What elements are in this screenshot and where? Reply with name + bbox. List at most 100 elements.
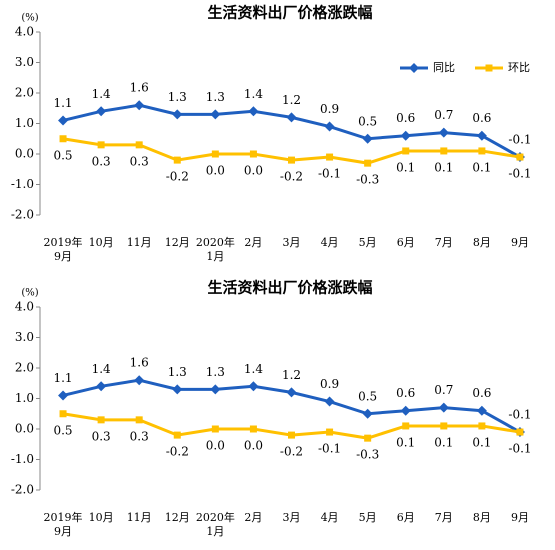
y-tick-label: 2.0	[15, 86, 34, 100]
data-label: 0.0	[244, 439, 263, 453]
marker	[286, 112, 297, 123]
marker	[326, 153, 334, 161]
chart-title: 生活资料出厂价格涨跌幅	[207, 279, 372, 297]
marker	[516, 428, 524, 436]
data-label: 0.5	[53, 148, 72, 162]
data-label: 0.9	[320, 377, 339, 391]
data-label: 1.1	[53, 96, 72, 110]
y-tick-label: 4.0	[15, 300, 34, 314]
x-tick-label: 7月	[434, 511, 453, 524]
x-tick-label: 8月	[472, 511, 491, 524]
marker	[211, 150, 219, 158]
data-label: 1.2	[282, 93, 301, 107]
marker	[173, 431, 181, 439]
marker	[362, 133, 373, 144]
data-label: 0.5	[358, 389, 377, 403]
data-label: 0.1	[396, 435, 415, 449]
y-tick-label: -2.0	[11, 208, 34, 222]
marker	[134, 100, 145, 111]
y-tick-label: 3.0	[15, 55, 34, 69]
marker	[97, 416, 105, 424]
x-tick-label: 4月	[320, 511, 339, 524]
marker	[362, 408, 373, 419]
data-label: 1.4	[92, 87, 111, 101]
marker	[326, 428, 334, 436]
y-tick-label: -2.0	[11, 483, 34, 497]
data-label: 0.0	[206, 164, 225, 178]
marker	[400, 130, 411, 141]
x-tick-label: 9月	[510, 236, 529, 249]
data-label: 0.3	[92, 154, 111, 168]
marker	[172, 384, 183, 395]
marker	[364, 159, 372, 167]
y-tick-label: 2.0	[15, 361, 34, 375]
x-tick-label: 11月	[126, 511, 152, 524]
marker	[478, 147, 486, 155]
marker	[211, 425, 219, 433]
data-label: -0.1	[508, 408, 531, 422]
marker	[249, 425, 257, 433]
data-label: 0.7	[434, 383, 453, 397]
data-label: 0.6	[472, 111, 491, 125]
marker	[134, 375, 145, 386]
data-label: 0.7	[434, 108, 453, 122]
x-tick-label: 2020年 1月	[195, 236, 235, 263]
marker	[400, 405, 411, 416]
data-label: 1.6	[130, 356, 149, 370]
marker	[59, 410, 67, 418]
data-label: -0.1	[508, 167, 531, 181]
y-tick-label: 3.0	[15, 330, 34, 344]
x-tick-label: 12月	[164, 511, 190, 524]
marker	[476, 130, 487, 141]
marker	[324, 396, 335, 407]
marker	[248, 381, 259, 392]
data-label: 0.1	[434, 435, 453, 449]
x-tick-label: 12月	[164, 236, 190, 249]
legend-label: 同比	[433, 61, 455, 74]
x-tick-label: 2019年 9月	[43, 236, 83, 263]
marker	[172, 109, 183, 120]
data-label: 0.3	[130, 154, 149, 168]
x-tick-label: 8月	[472, 236, 491, 249]
data-label: 0.3	[92, 429, 111, 443]
y-axis-unit: (%)	[21, 13, 38, 24]
marker	[59, 135, 67, 143]
data-label: -0.1	[318, 167, 341, 181]
data-label: 1.4	[244, 87, 263, 101]
marker	[96, 106, 107, 117]
marker	[364, 434, 372, 442]
x-tick-label: 10月	[88, 511, 114, 524]
marker	[96, 381, 107, 392]
data-label: -0.2	[166, 170, 189, 184]
data-label: 0.6	[396, 111, 415, 125]
x-tick-label: 6月	[396, 236, 415, 249]
marker	[516, 153, 524, 161]
data-label: 1.3	[168, 365, 187, 379]
y-axis-unit: (%)	[21, 288, 38, 299]
data-label: -0.1	[318, 442, 341, 456]
data-label: 0.1	[472, 435, 491, 449]
x-tick-label: 9月	[510, 511, 529, 524]
data-label: 0.0	[206, 439, 225, 453]
marker	[438, 402, 449, 413]
x-tick-label: 11月	[126, 236, 152, 249]
y-tick-label: 0.0	[15, 422, 34, 436]
data-label: 0.9	[320, 102, 339, 116]
marker	[173, 156, 181, 164]
chart-title: 生活资料出厂价格涨跌幅	[207, 4, 372, 22]
y-tick-label: 1.0	[15, 116, 34, 130]
data-label: 0.1	[472, 160, 491, 174]
legend-marker	[485, 64, 493, 72]
marker	[248, 106, 259, 117]
marker	[135, 416, 143, 424]
chart: 生活资料出厂价格涨跌幅 (%) -2.0 -1.0 0.0 1.0 2.0 3.0 4.0 1.1…	[11, 279, 532, 497]
marker	[476, 405, 487, 416]
data-label: 1.6	[130, 81, 149, 95]
x-tick-label: 3月	[282, 236, 301, 249]
marker	[440, 422, 448, 430]
data-label: 0.1	[396, 160, 415, 174]
data-label: -0.2	[280, 445, 303, 459]
data-label: 1.1	[53, 371, 72, 385]
marker	[288, 431, 295, 439]
